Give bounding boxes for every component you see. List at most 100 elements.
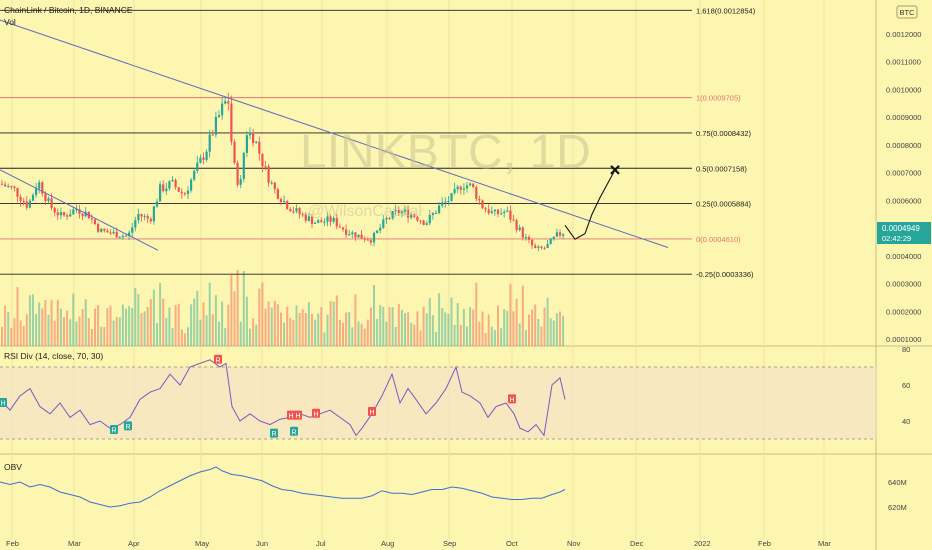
candle-body	[310, 216, 314, 224]
volume-bar	[462, 308, 465, 346]
grid-layer	[11, 0, 825, 540]
y-tick-label: 0.0011000	[886, 58, 921, 67]
volume-bar	[171, 327, 174, 346]
volume-bar	[416, 311, 419, 346]
volume-bar	[230, 275, 233, 346]
volume-title[interactable]: Vol	[4, 17, 16, 27]
volume-bar	[394, 326, 397, 346]
candle-body	[25, 201, 28, 208]
rsi-divergence-marker	[110, 425, 118, 434]
volume-bar	[481, 311, 484, 346]
volume-bar	[528, 314, 530, 346]
fib-level-label: 1(0.0009705)	[696, 94, 741, 103]
volume-bar	[354, 294, 357, 346]
volume-bar	[521, 285, 524, 346]
volume-bar	[128, 306, 131, 346]
volume-bar	[518, 323, 521, 346]
volume-bar	[534, 304, 537, 346]
candle-body	[19, 196, 22, 201]
rsi-divergence-marker	[124, 421, 132, 431]
volume-bar	[7, 311, 10, 346]
volume-bar	[255, 324, 258, 346]
rsi-divergence-marker	[508, 394, 516, 404]
candle-body	[211, 134, 214, 136]
candle-body	[385, 217, 388, 220]
volume-bar	[208, 282, 211, 346]
candle-body	[202, 157, 205, 160]
candle-body	[453, 189, 456, 194]
candle-body	[484, 208, 487, 210]
candle-body	[115, 231, 118, 238]
candle-body	[345, 229, 348, 235]
y-tick-label: 0.0009000	[886, 113, 921, 122]
candle-body	[283, 200, 286, 203]
candle-body	[438, 205, 441, 214]
volume-bar	[444, 312, 447, 346]
candle-body	[109, 232, 112, 234]
rsi-divergence-label: R	[291, 429, 296, 436]
volume-bar	[32, 294, 34, 346]
candle-body	[7, 186, 10, 188]
volume-bar	[59, 308, 62, 346]
rsi-divergence-marker	[312, 408, 320, 418]
rsi-divergence-marker	[290, 426, 298, 436]
candle-body	[112, 231, 115, 234]
candle-body	[242, 152, 245, 180]
volume-bar	[249, 328, 251, 346]
candle-body	[56, 212, 59, 216]
volume-bar	[391, 307, 394, 346]
volume-bar	[165, 317, 168, 346]
candle-body	[447, 201, 450, 203]
rsi-band	[0, 367, 876, 439]
volume-bar	[202, 302, 205, 346]
candle-body	[224, 101, 227, 104]
volume-bar	[431, 315, 434, 346]
volume-bar	[56, 299, 59, 346]
x-tick-label: Apr	[128, 539, 140, 548]
candle-body	[50, 198, 53, 208]
volume-bar	[559, 311, 561, 346]
candle-body	[462, 188, 465, 190]
volume-bar	[540, 326, 543, 346]
candle-body	[332, 217, 335, 222]
candle-body	[397, 210, 400, 214]
volume-bar	[348, 312, 351, 346]
volume-bar	[385, 321, 388, 346]
obv-tick-label: 640M	[888, 478, 907, 487]
currency-badge-box[interactable]	[896, 5, 918, 19]
volume-bar	[369, 307, 372, 346]
candle-body	[16, 187, 19, 197]
fib-level-label: 0.25(0.0005884)	[696, 200, 752, 209]
y-tick-label: 0.0012000	[886, 30, 921, 39]
candle-body	[490, 211, 493, 214]
x-tick-label: Nov	[567, 539, 581, 548]
fib-level-label: 0.5(0.0007158)	[696, 164, 747, 173]
candle-body	[35, 188, 38, 195]
rsi-title[interactable]: RSI Div (14, close, 70, 30)	[4, 351, 103, 361]
candle-body	[100, 228, 103, 232]
volume-bar	[180, 329, 183, 346]
candle-body	[134, 220, 137, 228]
candle-body	[503, 211, 506, 214]
candle-body	[372, 232, 376, 243]
volume-bar	[438, 293, 441, 346]
candle-body	[527, 236, 531, 240]
candle-body	[493, 209, 496, 212]
volume-bar	[270, 307, 273, 346]
candle-body	[348, 234, 351, 236]
volume-bar	[50, 299, 53, 346]
symbol-title[interactable]: ChainLink / Bitcoin, 1D, BINANCE	[4, 5, 133, 15]
candle-body	[304, 214, 307, 221]
candle-body	[475, 187, 478, 199]
volume-bar	[311, 313, 313, 346]
candle-body	[66, 215, 69, 217]
candle-body	[75, 209, 78, 211]
volume-bar	[413, 324, 416, 346]
candle-body	[481, 200, 484, 209]
obv-title[interactable]: OBV	[4, 462, 22, 472]
volume-bar	[400, 309, 403, 346]
x-tick-label: Aug	[381, 539, 394, 548]
volume-bar	[22, 326, 25, 346]
candle-body	[487, 209, 490, 214]
